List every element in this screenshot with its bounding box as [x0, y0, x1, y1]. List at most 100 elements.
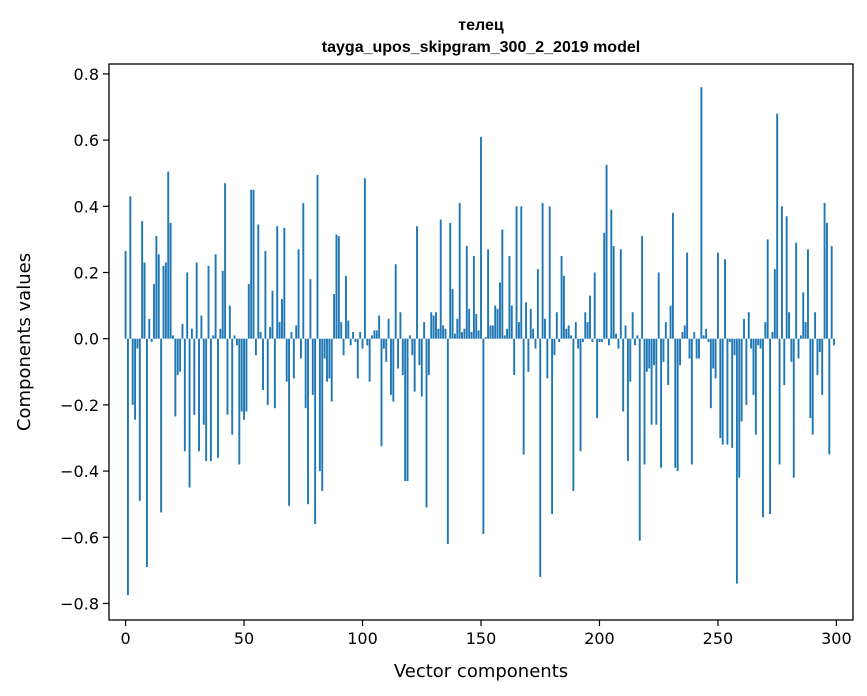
- bar-component-297: [828, 338, 831, 455]
- bar-component-11: [150, 338, 153, 342]
- bar-component-53: [250, 189, 253, 339]
- bar-component-147: [472, 255, 475, 339]
- bar-component-97: [354, 338, 357, 342]
- bar-component-134: [442, 325, 445, 339]
- bar-component-136: [446, 338, 449, 544]
- bar-component-289: [809, 338, 812, 419]
- bar-component-105: [373, 330, 376, 339]
- bar-component-58: [262, 338, 264, 390]
- bar-component-286: [802, 292, 805, 339]
- bar-component-49: [240, 338, 243, 412]
- bar-component-290: [811, 338, 814, 435]
- bar-component-19: [169, 222, 172, 339]
- y-axis-label: Components values: [14, 253, 35, 431]
- bar-component-168: [522, 338, 525, 455]
- bar-component-129: [430, 312, 433, 339]
- bar-component-169: [525, 302, 527, 339]
- bar-component-87: [330, 338, 333, 402]
- bar-component-238: [688, 338, 691, 359]
- bar-component-14: [157, 254, 160, 339]
- bar-component-216: [636, 335, 639, 339]
- bar-component-299: [833, 338, 835, 346]
- bar-component-6: [138, 338, 141, 501]
- bar-component-145: [468, 308, 471, 339]
- bar-component-177: [544, 318, 546, 339]
- bar-component-199: [596, 338, 599, 419]
- bar-component-206: [612, 246, 615, 339]
- bar-component-128: [427, 338, 430, 376]
- bar-component-263: [747, 312, 750, 339]
- bar-component-82: [318, 338, 321, 472]
- bar-component-288: [807, 249, 809, 339]
- bar-component-0: [124, 250, 127, 339]
- bar-component-271: [766, 239, 769, 339]
- bar-component-10: [148, 318, 151, 339]
- bar-component-195: [586, 322, 589, 339]
- bar-component-21: [174, 338, 177, 417]
- bar-component-150: [480, 136, 482, 339]
- bar-component-273: [771, 332, 774, 339]
- bar-component-27: [188, 338, 191, 488]
- bar-component-285: [799, 335, 802, 339]
- x-tick-label: 150: [466, 629, 497, 648]
- bar-component-24: [181, 323, 184, 339]
- bar-component-218: [641, 236, 644, 339]
- bar-component-8: [143, 262, 146, 339]
- bar-component-106: [375, 330, 378, 339]
- bar-component-96: [352, 332, 354, 339]
- bar-component-139: [453, 333, 456, 339]
- bar-component-13: [155, 236, 158, 339]
- bar-component-59: [264, 250, 267, 339]
- bar-component-60: [266, 338, 269, 405]
- bar-component-294: [821, 338, 824, 395]
- bar-component-284: [797, 338, 800, 359]
- bar-component-121: [411, 338, 414, 356]
- bar-component-197: [591, 338, 594, 342]
- bar-component-163: [510, 305, 513, 339]
- bar-component-279: [785, 216, 788, 339]
- bar-component-192: [579, 338, 582, 452]
- bar-component-144: [465, 246, 468, 339]
- bar-component-142: [461, 332, 463, 339]
- bar-component-190: [574, 322, 577, 339]
- bar-component-71: [292, 338, 295, 379]
- bar-component-111: [387, 318, 390, 339]
- bar-component-233: [676, 338, 679, 472]
- bar-component-205: [610, 209, 613, 339]
- bar-component-237: [686, 252, 689, 339]
- y-tick-label: −0.4: [60, 462, 99, 481]
- bar-component-265: [752, 338, 755, 395]
- bar-component-89: [335, 234, 338, 339]
- bar-component-98: [356, 338, 359, 379]
- bar-component-227: [662, 338, 665, 362]
- bar-component-88: [333, 294, 336, 339]
- bar-component-76: [304, 338, 307, 409]
- bar-component-281: [790, 338, 793, 362]
- bar-component-116: [399, 312, 402, 339]
- bar-component-180: [551, 338, 554, 515]
- bar-component-246: [707, 338, 710, 342]
- bar-component-159: [501, 229, 504, 339]
- bar-component-250: [716, 252, 719, 339]
- bar-component-131: [435, 312, 437, 339]
- bar-component-179: [548, 206, 551, 339]
- plot-frame: [108, 63, 854, 621]
- bar-component-162: [508, 255, 511, 339]
- bar-component-35: [207, 265, 210, 339]
- bar-component-69: [288, 338, 291, 506]
- bar-component-173: [534, 338, 537, 349]
- x-axis-label: Vector components: [394, 661, 568, 682]
- bar-component-92: [342, 338, 345, 356]
- bar-component-291: [814, 312, 817, 339]
- bar-component-77: [307, 338, 309, 505]
- bar-component-296: [825, 222, 828, 339]
- x-tick-label: 100: [347, 629, 378, 648]
- bar-component-264: [750, 338, 753, 349]
- x-tick-label: 300: [821, 629, 852, 648]
- bar-component-95: [349, 338, 352, 346]
- bar-component-125: [420, 338, 423, 397]
- bar-component-122: [413, 338, 416, 392]
- y-tick-label: 0.8: [74, 65, 99, 84]
- bar-component-232: [674, 338, 677, 468]
- bar-component-141: [458, 203, 461, 339]
